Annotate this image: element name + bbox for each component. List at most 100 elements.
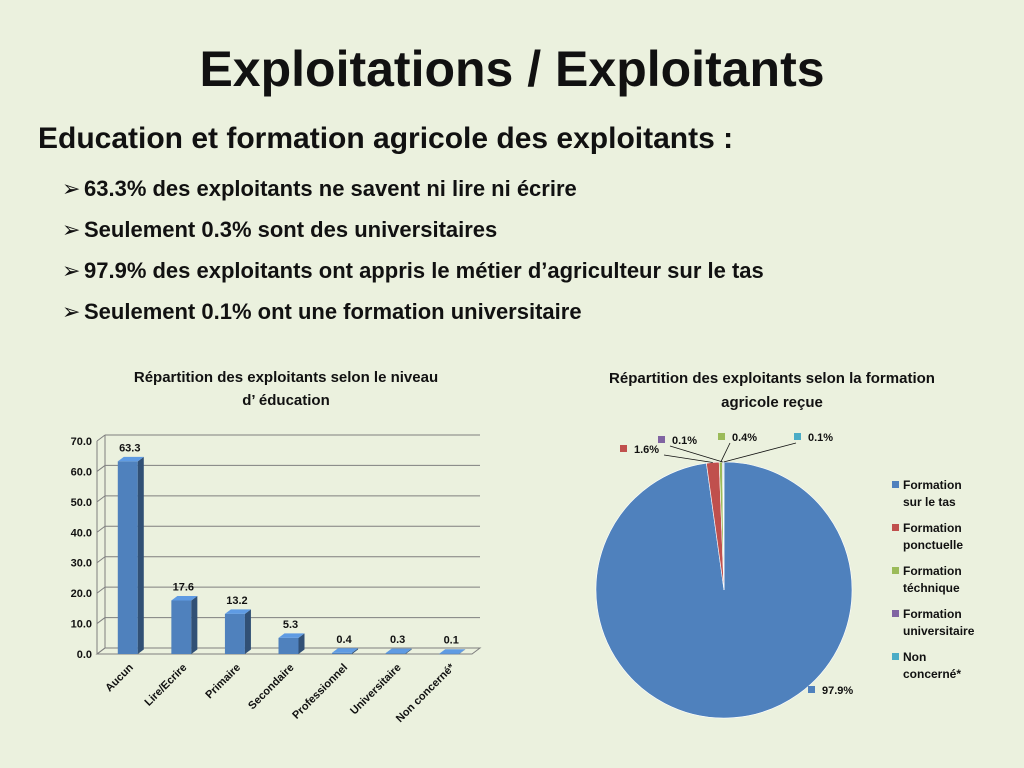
x-tick-label: Non concerné*: [394, 661, 458, 725]
pie-label-swatch: [718, 433, 725, 440]
bullet-item: ➢ 63.3% des exploitants ne savent ni lire…: [62, 174, 764, 215]
pie-data-label: 0.1%: [808, 432, 833, 444]
legend-entry-text: Non: [903, 650, 926, 664]
bar-top: [278, 633, 305, 638]
bar: [385, 648, 412, 654]
bar: [224, 609, 251, 654]
pie-data-labels: 97.9% 1.6% 0.4% 0.1% 0.1%: [620, 432, 853, 697]
pie-leader-line: [669, 445, 723, 463]
bar-gridline-diagonal: [96, 617, 106, 624]
bar-front: [278, 637, 299, 654]
y-tick-label: 10.0: [71, 619, 92, 631]
bar-gridline-diagonal: [96, 586, 106, 594]
bullet-item: ➢ Seulement 0.3% sont des universitaires: [62, 215, 764, 256]
bar-side: [137, 456, 144, 654]
legend-entry-text: Formation: [903, 564, 962, 578]
pie-chart-title-line-1: Répartition des exploitants selon la for…: [609, 370, 935, 387]
bar: [171, 595, 198, 654]
arrow-bullet-icon: ➢: [62, 299, 81, 324]
y-tick-label: 40.0: [71, 527, 92, 539]
pie-chart: Répartition des exploitants selon la for…: [595, 370, 975, 719]
bar-value-label: 0.4: [336, 634, 352, 646]
pie-data-label: 0.1%: [672, 435, 697, 447]
arrow-bullet-icon: ➢: [62, 217, 81, 242]
x-tick-label: Professionnel: [290, 662, 350, 722]
y-tick-label: 70.0: [71, 436, 92, 448]
pie-slices: [595, 461, 853, 719]
bar-front: [332, 652, 353, 654]
bullet-text: Seulement 0.3% sont des universitaires: [84, 217, 498, 242]
legend-entry-text: Formation: [903, 607, 962, 621]
bar-side: [459, 649, 466, 654]
y-tick-label: 60.0: [71, 466, 92, 478]
pie-leader-line: [723, 442, 797, 463]
bar-side: [352, 648, 359, 654]
bar-top: [439, 649, 466, 654]
pie-legend: Formation sur le tas Formation ponctuelle Fo…: [892, 478, 975, 681]
y-tick-label: 20.0: [71, 588, 92, 600]
bar-top: [171, 595, 198, 601]
bar-gridline-diagonal: [96, 525, 106, 533]
arrow-bullet-icon: ➢: [62, 176, 81, 201]
bar-chart: Répartition des exploitants selon le niv…: [71, 369, 482, 725]
bar-chart-title-line-1: Répartition des exploitants selon le niv…: [134, 369, 438, 386]
bullet-list: ➢ 63.3% des exploitants ne savent ni lire…: [62, 174, 764, 338]
bar-front: [224, 613, 245, 654]
x-tick-label: Aucun: [103, 661, 136, 694]
bar: [439, 649, 466, 655]
bar: [332, 648, 359, 654]
legend-entry-text: téchnique: [903, 581, 960, 595]
bar: [278, 633, 305, 654]
pie-label-swatch: [794, 433, 801, 440]
legend-swatch: [892, 524, 899, 531]
legend-swatch: [892, 567, 899, 574]
bar: [117, 456, 144, 654]
bar-x-axis-ticks: Aucun Lire/Ecrire Primaire SecondaireProfes…: [103, 661, 458, 725]
legend-entry-text: universitaire: [903, 624, 975, 638]
legend-entry-text: ponctuelle: [903, 538, 963, 552]
y-tick-label: 50.0: [71, 497, 92, 509]
bar-top: [117, 456, 144, 462]
bullet-item: ➢ 97.9% des exploitants ont appris le mét…: [62, 256, 764, 297]
pie-chart-title-line-2: agricole reçue: [721, 394, 823, 411]
legend-entry-text: sur le tas: [903, 495, 956, 509]
bar-top: [385, 648, 412, 654]
pie-data-label: 1.6%: [634, 444, 659, 456]
legend-entry-text: Formation: [903, 521, 962, 535]
y-tick-label: 0.0: [77, 649, 92, 661]
bar-gridline-diagonal: [96, 465, 106, 472]
x-tick-label: Universitaire: [348, 662, 404, 718]
legend-entry-text: Formation: [903, 478, 962, 492]
bullet-text: 97.9% des exploitants ont appris le méti…: [84, 258, 764, 283]
bar-y-axis-ticks: 0.0 10.0 20.0 30.0 40.0 50.0 60.0 70.0: [71, 436, 92, 661]
legend-entry-text: concerné*: [903, 667, 961, 681]
x-tick-label: Secondaire: [246, 662, 296, 712]
bar-value-label: 17.6: [173, 581, 194, 593]
bar-side: [191, 595, 198, 654]
pie-leader-line: [663, 454, 713, 463]
arrow-bullet-icon: ➢: [62, 258, 81, 283]
pie-label-swatch: [808, 686, 815, 693]
bar-top: [224, 609, 251, 614]
bar-marks: 63.3 17.6 13.2 5.3 0.4 0.3 0.1: [117, 442, 466, 655]
bar-chart-title-line-2: d’ éducation: [242, 392, 330, 409]
bar-front: [117, 461, 138, 654]
bar-value-label: 63.3: [119, 442, 140, 454]
bullet-item: ➢ Seulement 0.1% ont une formation univer…: [62, 297, 764, 338]
bar-gridline-diagonal: [96, 556, 106, 564]
bar-front: [385, 653, 406, 654]
pie-data-label: 97.9%: [822, 685, 853, 697]
bar-front: [439, 653, 460, 655]
bullet-text: 63.3% des exploitants ne savent ni lire …: [84, 176, 577, 201]
bar-front: [171, 600, 192, 654]
bullet-text: Seulement 0.1% ont une formation univers…: [84, 299, 582, 324]
bar-side: [298, 633, 305, 654]
x-tick-label: Lire/Ecrire: [143, 662, 190, 709]
bar-value-label: 5.3: [283, 619, 298, 631]
bar-value-label: 13.2: [226, 595, 247, 607]
bar-value-label: 0.3: [390, 634, 405, 646]
legend-swatch: [892, 610, 899, 617]
bar-side: [405, 648, 412, 654]
pie-leader-line: [720, 442, 731, 463]
